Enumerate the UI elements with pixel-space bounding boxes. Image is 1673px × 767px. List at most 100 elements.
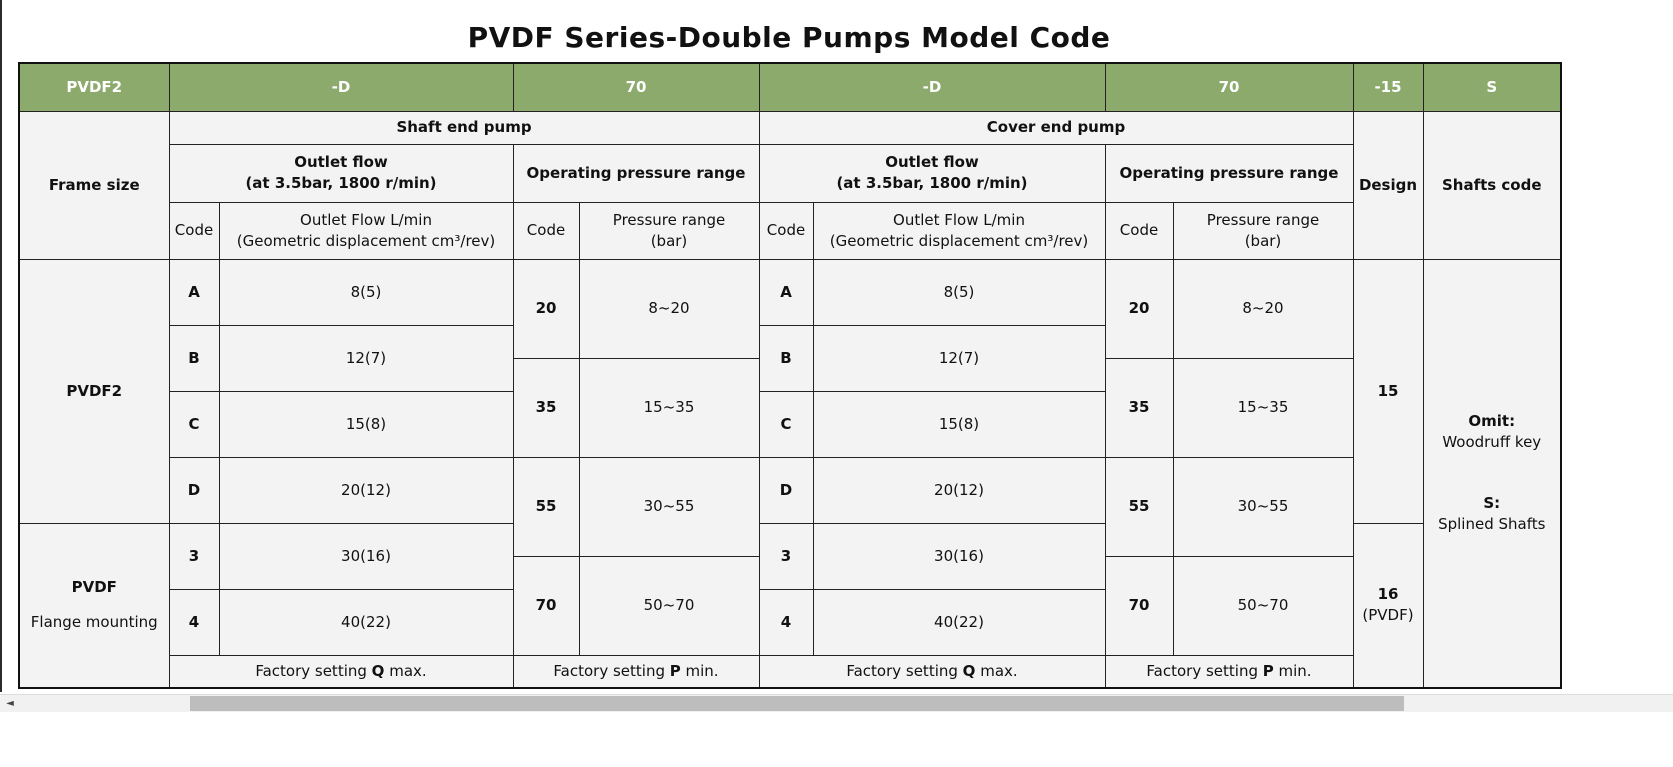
factory-q-cell: Factory setting Q max. <box>758 654 1106 689</box>
flow-code-cell: C <box>758 390 814 458</box>
model-code-design: -15 <box>1352 62 1424 112</box>
flow-value-cell: 15(8) <box>812 390 1106 458</box>
frame-pvdf2-cell: PVDF2 <box>18 258 170 524</box>
operating-pressure-header: Operating pressure range <box>512 143 760 203</box>
flow-value-cell: 30(16) <box>812 522 1106 590</box>
model-code-frame: PVDF2 <box>18 62 170 112</box>
pressure-range-cell: 30~55 <box>1172 456 1354 557</box>
flow-value-cell: 8(5) <box>812 258 1106 326</box>
table-row: PVDF2 A 8(5) 20 8~20 A 8(5) 20 8~20 15 O… <box>18 258 1562 689</box>
outlet-flow-header-line2: (at 3.5bar, 1800 r/min) <box>836 174 1028 192</box>
flow-code-cell: 3 <box>758 522 814 590</box>
flow-value-cell: 20(12) <box>812 456 1106 524</box>
design-16-value: 16 <box>1377 585 1399 604</box>
flow-code-cell: 4 <box>168 588 220 656</box>
scroll-left-button[interactable]: ◄ <box>2 695 18 712</box>
pressure-column-header-line1: Pressure range <box>612 210 726 229</box>
design-16-cell: 16 (PVDF) <box>1352 522 1424 689</box>
pressure-range-cell: 8~20 <box>1172 258 1354 359</box>
outlet-flow-header-line1: Outlet flow <box>885 153 979 171</box>
outlet-flow-header: Outlet flow (at 3.5bar, 1800 r/min) <box>758 143 1106 203</box>
table-row: B 12(7) B 12(7) <box>19 324 1561 392</box>
pressure-code-cell: 35 <box>512 357 580 458</box>
window-left-edge <box>0 0 2 692</box>
factory-p-letter: P <box>669 661 681 680</box>
flow-code-cell: C <box>168 390 220 458</box>
factory-q-suffix: max. <box>975 661 1018 680</box>
factory-q-letter: Q <box>962 661 976 680</box>
frame-size-header: Frame size <box>18 110 170 260</box>
pressure-column-header: Pressure range (bar) <box>1172 201 1354 260</box>
pressure-code-cell: 55 <box>1104 456 1174 557</box>
pressure-range-cell: 50~70 <box>1172 555 1354 656</box>
design-header: Design <box>1352 110 1424 260</box>
factory-p-prefix: Factory setting <box>1146 661 1263 680</box>
outlet-flow-header-line1: Outlet flow <box>294 153 388 171</box>
factory-q-suffix: max. <box>384 661 427 680</box>
shafts-omit-label: Omit: <box>1468 412 1516 431</box>
flow-code-cell: 3 <box>168 522 220 590</box>
flow-column-header-line1: Outlet Flow L/min <box>893 210 1025 229</box>
factory-setting-row: Factory setting Q max. Factory setting P… <box>19 654 1561 689</box>
flow-code-cell: D <box>758 456 814 524</box>
factory-p-prefix: Factory setting <box>553 661 670 680</box>
table-row: Frame size Shaft end pump Cover end pump… <box>18 110 1562 260</box>
flow-value-cell: 15(8) <box>218 390 514 458</box>
pressure-code-cell: 35 <box>1104 357 1174 458</box>
pressure-column-header-line1: Pressure range <box>1206 210 1320 229</box>
pressure-code-cell: 20 <box>1104 258 1174 359</box>
shafts-omit-text: Woodruff key <box>1442 433 1542 452</box>
flow-value-cell: 30(16) <box>218 522 514 590</box>
code-column-header: Code <box>1104 201 1174 260</box>
outlet-flow-header-line2: (at 3.5bar, 1800 r/min) <box>245 174 437 192</box>
flow-value-cell: 40(22) <box>812 588 1106 656</box>
frame-flange-mounting-label: Flange mounting <box>30 613 158 632</box>
flow-column-header: Outlet Flow L/min (Geometric displacemen… <box>218 201 514 260</box>
flow-value-cell: 40(22) <box>218 588 514 656</box>
factory-q-letter: Q <box>371 661 385 680</box>
factory-q-prefix: Factory setting <box>255 661 372 680</box>
flow-column-header-line2: (Geometric displacement cm³/rev) <box>829 231 1089 250</box>
code-column-header: Code <box>168 201 220 260</box>
model-code-shafts: S <box>1422 62 1562 112</box>
flow-code-cell: A <box>758 258 814 326</box>
flow-value-cell: 20(12) <box>218 456 514 524</box>
model-code-shaft-pressure: 70 <box>512 62 760 112</box>
model-code-cover-pressure: 70 <box>1104 62 1354 112</box>
model-code-shaft-flow: -D <box>168 62 514 112</box>
flow-code-cell: A <box>168 258 220 326</box>
table-row: PVDF Flange mounting 3 30(16) 3 30(16) 1… <box>18 522 1561 689</box>
shafts-code-cell: Omit: Woodruff key S: Splined Shafts <box>1422 258 1562 689</box>
flow-code-cell: B <box>168 324 220 392</box>
model-code-row: PVDF2 -D 70 -D 70 -15 S <box>18 62 1562 112</box>
factory-p-cell: Factory setting P min. <box>1104 654 1354 689</box>
pressure-code-cell: 20 <box>512 258 580 359</box>
pressure-range-cell: 50~70 <box>578 555 760 656</box>
pressure-column-header-line2: (bar) <box>1244 231 1282 250</box>
table-row: 35 15~35 35 15~35 <box>19 357 1561 458</box>
shafts-code-header: Shafts code <box>1422 110 1562 260</box>
flow-value-cell: 12(7) <box>812 324 1106 392</box>
shafts-s-text: Splined Shafts <box>1438 515 1546 534</box>
horizontal-scrollbar[interactable]: ◄ <box>0 694 1673 712</box>
flow-code-cell: D <box>168 456 220 524</box>
model-code-table: PVDF2 -D 70 -D 70 -15 S Frame size Shaft… <box>18 62 1562 689</box>
pressure-code-cell: 70 <box>1104 555 1174 656</box>
code-column-header: Code <box>758 201 814 260</box>
pressure-code-cell: 55 <box>512 456 580 557</box>
scrollbar-thumb[interactable] <box>190 696 1404 711</box>
shafts-s-label: S: <box>1483 494 1501 513</box>
model-code-cover-flow: -D <box>758 62 1106 112</box>
factory-q-cell: Factory setting Q max. <box>168 654 514 689</box>
factory-p-letter: P <box>1262 661 1274 680</box>
factory-p-suffix: min. <box>680 661 719 680</box>
table-row: D 20(12) 55 30~55 D 20(12) 55 30~55 <box>19 456 1561 557</box>
page-title: PVDF Series-Double Pumps Model Code <box>467 20 1111 54</box>
flow-code-cell: B <box>758 324 814 392</box>
flow-value-cell: 12(7) <box>218 324 514 392</box>
pressure-range-cell: 30~55 <box>578 456 760 557</box>
cover-end-pump-header: Cover end pump <box>758 110 1354 145</box>
frame-pvdf-label: PVDF <box>71 578 117 597</box>
table-row: Code Outlet Flow L/min (Geometric displa… <box>19 201 1561 260</box>
spacer <box>1424 453 1560 493</box>
